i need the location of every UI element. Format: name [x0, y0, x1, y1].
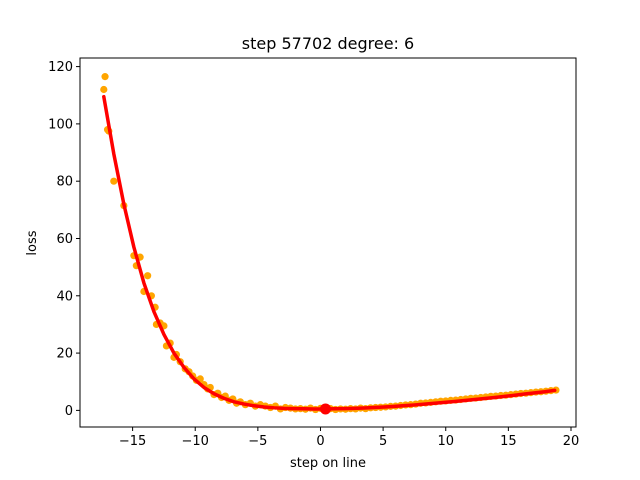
x-tick-label: 15 [500, 434, 517, 449]
data-point [101, 73, 109, 81]
minimum-marker [319, 403, 331, 415]
data-point [144, 272, 152, 280]
y-ticks: 0 20 40 60 80 100 120 [48, 60, 80, 419]
x-tick-label: 5 [379, 434, 387, 449]
plot-area [80, 58, 576, 427]
x-axis-label: step on line [290, 456, 366, 471]
plot-frame [79, 57, 577, 428]
y-tick-label: 0 [65, 404, 73, 419]
data-point [100, 85, 108, 94]
y-tick-label: 20 [56, 347, 73, 362]
x-tick-label: 10 [437, 434, 454, 449]
x-tick-label: 0 [316, 434, 324, 449]
x-ticks: −15 −10 −5 0 5 10 15 20 [119, 427, 579, 449]
chart-title: step 57702 degree: 6 [242, 34, 414, 53]
y-tick-label: 100 [48, 117, 73, 132]
data-point [110, 177, 118, 185]
minimum-point [319, 403, 331, 415]
x-tick-label: −5 [248, 434, 267, 449]
x-tick-label: −15 [119, 434, 146, 449]
y-tick-label: 80 [56, 175, 73, 190]
x-tick-label: 20 [563, 434, 580, 449]
y-tick-label: 120 [48, 60, 73, 75]
x-tick-label: −10 [182, 434, 209, 449]
y-tick-label: 40 [56, 289, 73, 304]
y-tick-label: 60 [56, 232, 73, 247]
y-axis-label: loss [25, 230, 40, 255]
